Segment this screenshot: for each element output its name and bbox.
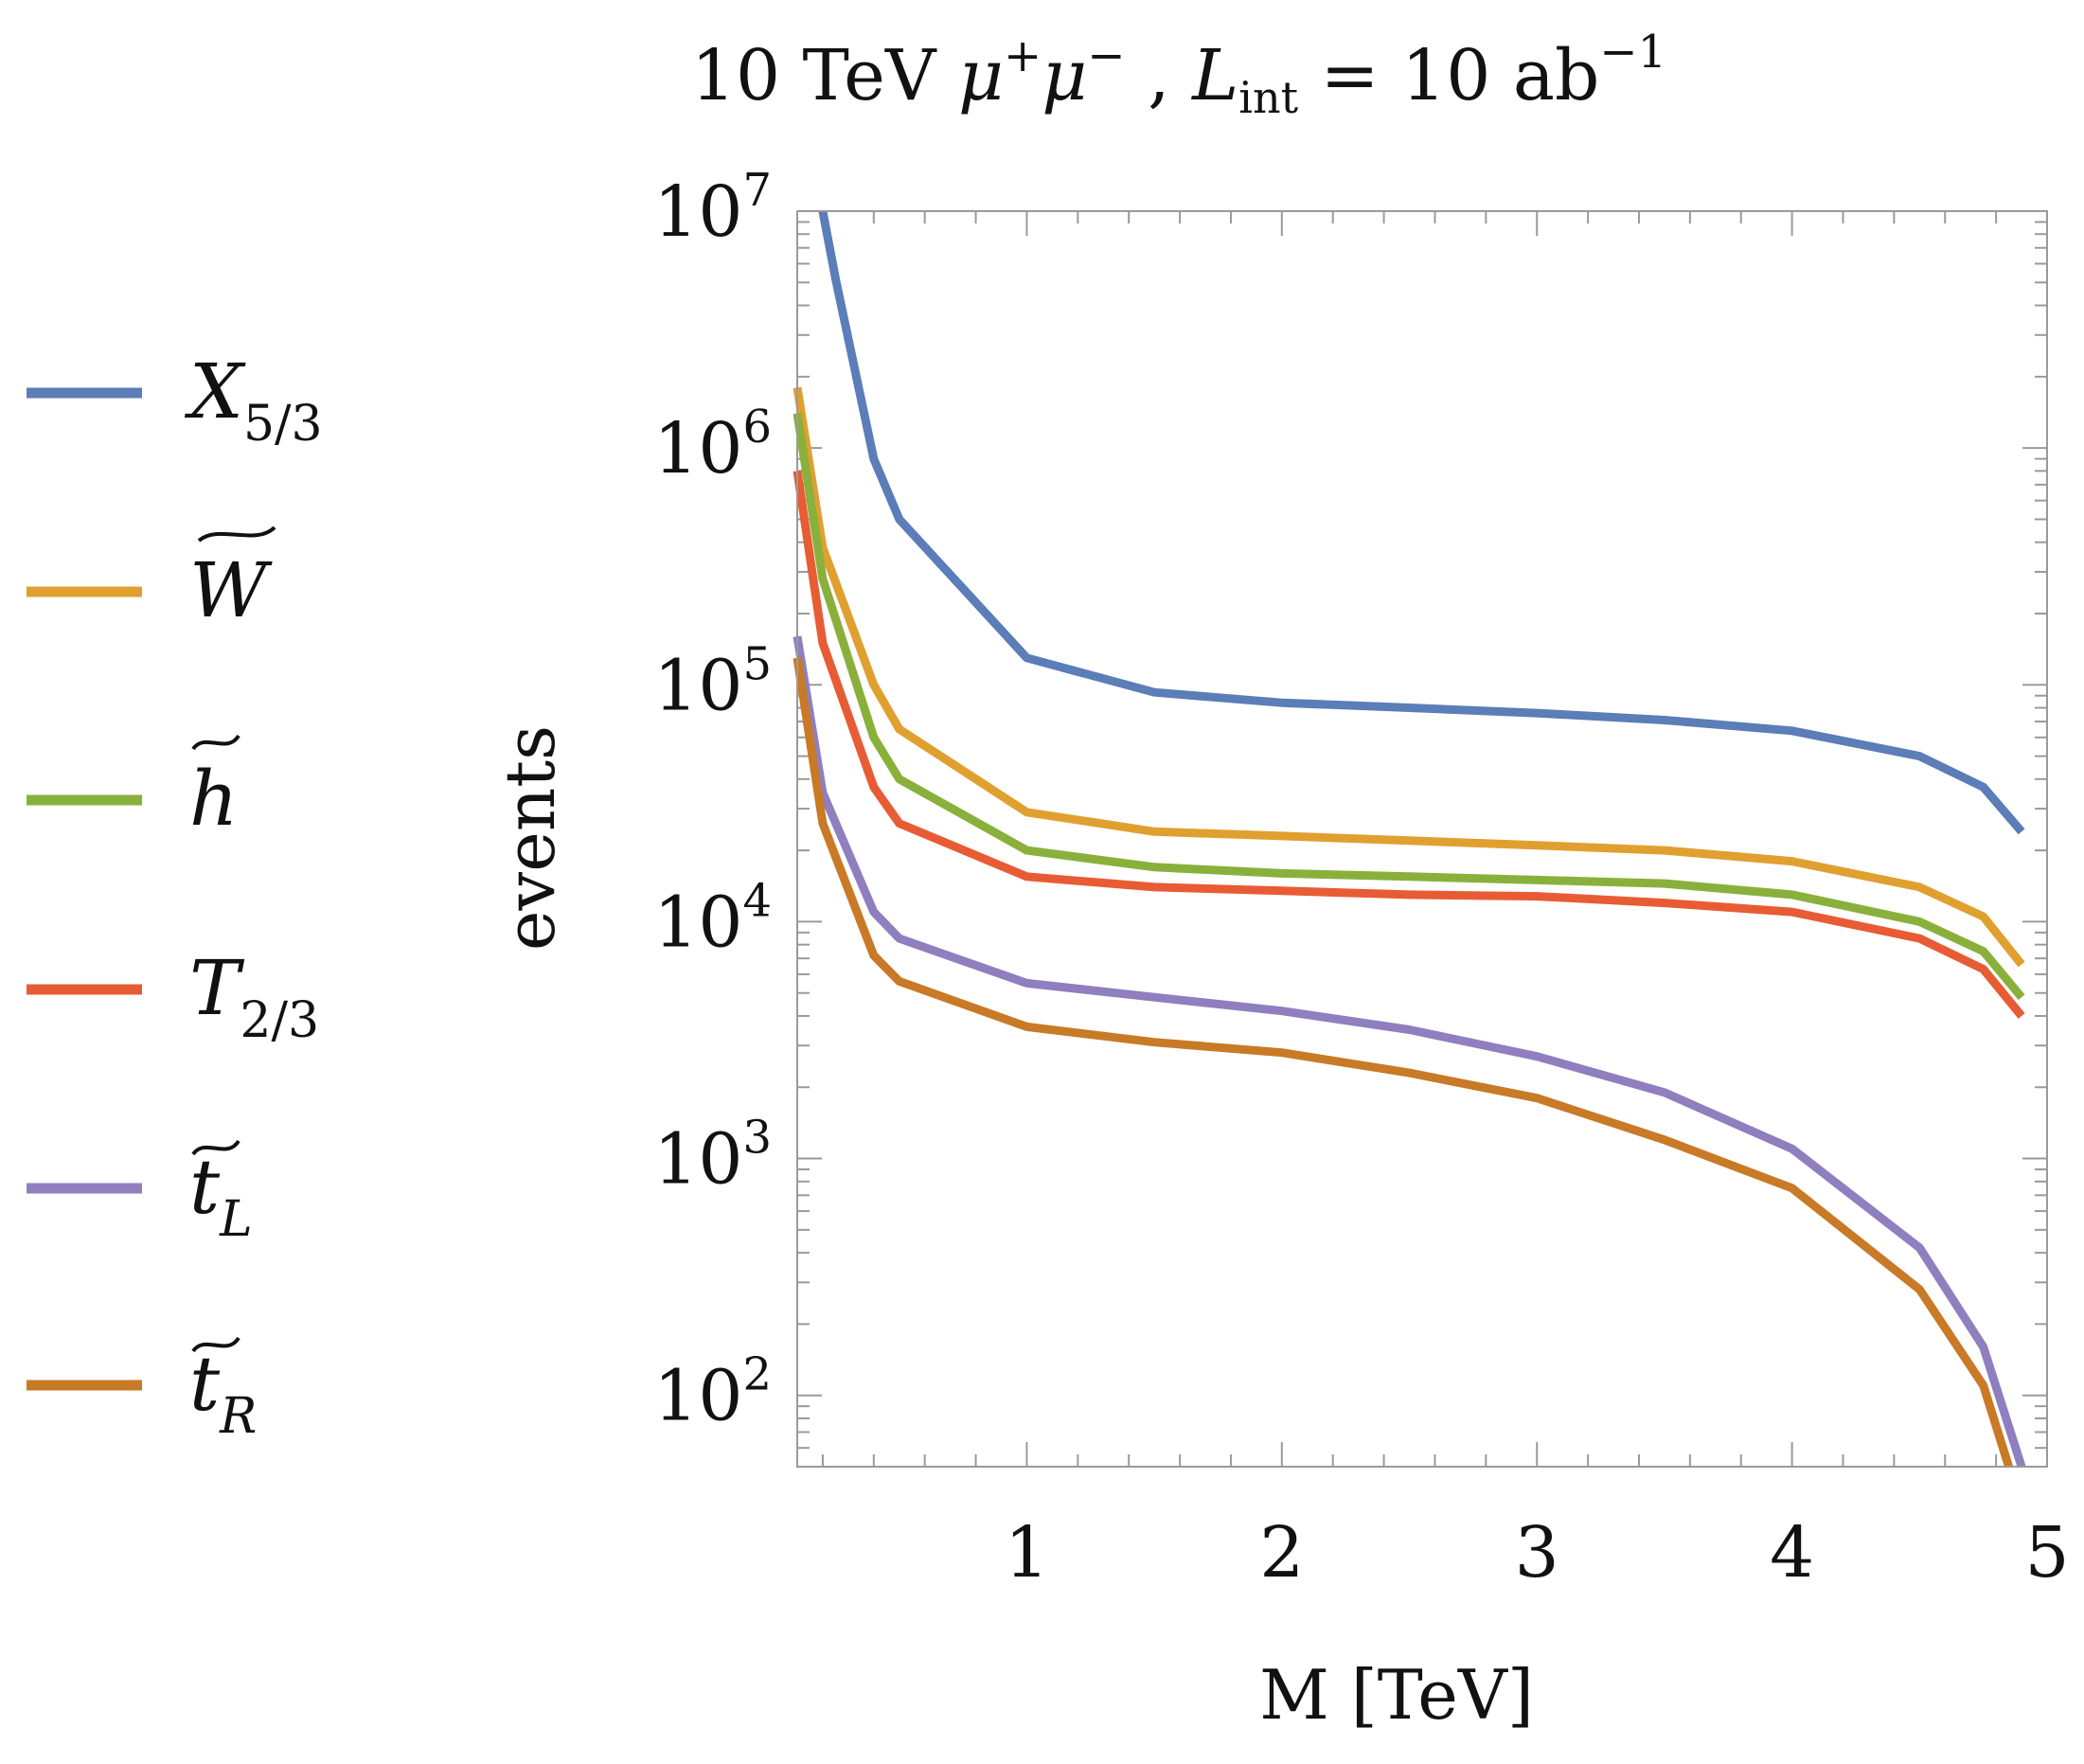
axis-ticks [797,210,2048,1468]
legend-label: W [189,546,273,634]
legend-item: tL [27,1139,253,1248]
legend-label: h [189,755,239,843]
title-plus-sign: + [1004,29,1042,82]
x-tick-label: 3 [1515,1512,1559,1594]
x-tick-labels: 1 2 3 4 5 [1005,1512,2070,1594]
tilde-accent [191,1139,240,1156]
legend: X5/3 Wh T2/3 tL tR [27,347,323,1445]
title-mu-plus: μ [958,35,1004,116]
legend-item: T2/3 [27,944,319,1049]
tilde-accent [191,734,240,751]
title-separator: , [1126,35,1193,116]
title-prefix: 10 TeV [691,35,958,116]
x-tick-label: 1 [1005,1512,1049,1594]
series-line-2 [793,412,2025,1001]
y-tick-label: 107 [653,164,772,253]
series-line-5 [793,657,2013,1469]
y-tick-labels: 102 103 104 105 106 107 [653,164,772,1437]
legend-label: X5/3 [184,347,323,453]
y-tick-label: 103 [653,1112,772,1201]
y-tick-label: 102 [653,1348,772,1437]
title-exponent: −1 [1599,26,1666,79]
x-axis-label: M [TeV] [1259,1655,1534,1735]
title-lint-sub: int [1238,72,1298,123]
chart-title: 10 TeV μ+μ− , Lint = 10 ab−1 [691,26,1666,123]
tilde-accent [191,1336,240,1353]
legend-item: h [27,734,240,843]
plot-frame [796,210,2048,1468]
title-mu-minus: μ [1042,35,1087,116]
x-tick-label: 4 [1770,1512,1814,1594]
y-tick-label: 105 [653,637,772,726]
y-tick-label: 106 [653,401,772,490]
legend-item: W [27,526,276,634]
legend-label: T2/3 [189,944,319,1049]
title-minus-sign: − [1087,29,1125,82]
title-equals: = 10 ab [1298,35,1599,116]
legend-item: tR [27,1336,257,1445]
series-line-4 [793,635,2026,1469]
legend-item: X5/3 [27,347,323,453]
y-tick-label: 104 [653,874,772,963]
legend-label: tL [189,1143,253,1248]
title-lint: L [1190,35,1238,116]
series-line-3 [793,470,2025,1019]
series-line-1 [793,386,2025,968]
series-line-0 [818,210,2025,835]
x-tick-label: 2 [1259,1512,1304,1594]
series-layer [793,210,2026,1469]
x-tick-label: 5 [2024,1512,2069,1594]
y-axis-label: events [490,725,570,951]
legend-label: tR [189,1340,257,1445]
tilde-accent [197,526,276,543]
